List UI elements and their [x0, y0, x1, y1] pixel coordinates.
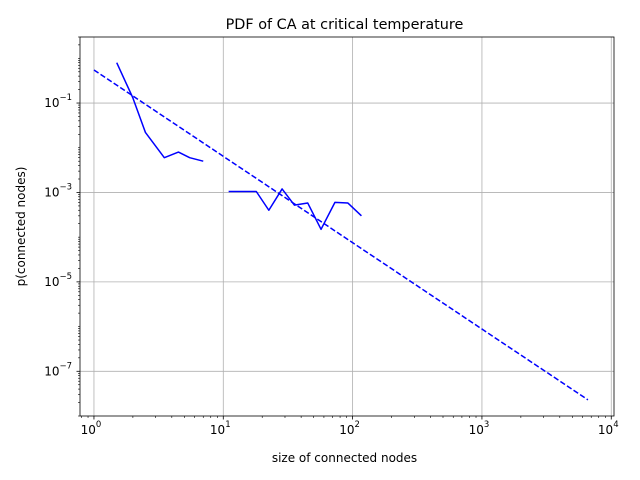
- series-line-dashed: [93, 69, 589, 401]
- y-axis-label: p(connected nodes): [14, 167, 28, 287]
- x-axis-label: size of connected nodes: [272, 451, 417, 465]
- y-tick-label: 10−3: [44, 182, 72, 199]
- series-group: [93, 62, 589, 401]
- y-tick-label: 10−1: [44, 93, 72, 110]
- series-line-solid: [116, 62, 204, 162]
- series-line-solid: [228, 188, 362, 231]
- y-tick-label: 10−7: [44, 361, 72, 378]
- grid: [80, 37, 614, 416]
- y-tick-label: 10−5: [44, 272, 72, 289]
- plot-frame: [79, 36, 615, 417]
- chart-title: PDF of CA at critical temperature: [226, 17, 464, 33]
